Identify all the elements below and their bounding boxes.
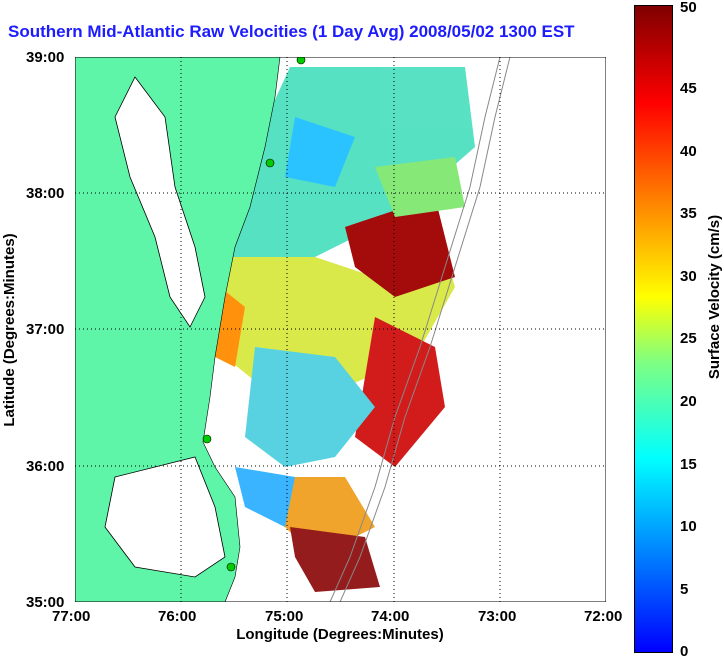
chesapeake-bay [114,76,206,328]
hf-radar-station [226,562,236,572]
y-axis-label: Latitude (Degrees:Minutes) [1,233,18,426]
y-tick: 39:00 [26,49,64,66]
colorbar-tick: 0 [680,643,688,659]
map-title: Southern Mid-Atlantic Raw Velocities (1 … [8,22,575,41]
colorbar-tick: 25 [680,330,697,347]
colorbar-tick: 35 [680,205,697,222]
map-plot-area [74,55,607,603]
y-tick: 38:00 [26,185,64,202]
x-tick: 77:00 [52,608,90,625]
colorbar-tick: 50 [680,0,697,16]
velocity-map [74,55,607,603]
hf-radar-station [265,158,275,168]
depth-contour [329,56,501,603]
y-tick: 37:00 [26,321,64,338]
colorbar-tick: 20 [680,393,697,410]
velocity-colorbar [634,5,673,653]
hf-radar-station [202,434,212,444]
x-tick: 72:00 [584,608,622,625]
colorbar-tick: 40 [680,143,697,160]
colorbar-tick: 15 [680,456,697,473]
x-axis-label: Longitude (Degrees:Minutes) [236,626,444,643]
velocity-field [215,67,475,592]
colorbar-tick: 30 [680,268,697,285]
colorbar-tick: 5 [680,581,688,598]
x-tick: 73:00 [478,608,516,625]
colorbar-tick: 10 [680,518,697,535]
x-tick: 75:00 [265,608,303,625]
x-tick: 74:00 [371,608,409,625]
x-tick: 76:00 [158,608,196,625]
pamlico-sound [104,456,226,578]
y-tick: 35:00 [26,594,64,611]
y-tick: 36:00 [26,458,64,475]
land-mass [74,56,281,603]
depth-contour [339,56,511,603]
map-grid [75,57,606,602]
colorbar-label: Surface Velocity (cm/s) [706,215,723,379]
colorbar-tick: 45 [680,80,697,97]
